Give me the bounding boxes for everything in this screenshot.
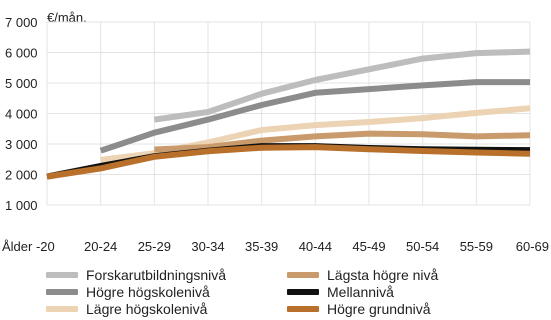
x-tick-label: 30-34 bbox=[191, 239, 224, 254]
y-tick-label: 5 000 bbox=[5, 76, 38, 91]
series-line-4 bbox=[154, 130, 531, 153]
x-tick-label: 55-59 bbox=[460, 239, 493, 254]
legend-swatch bbox=[287, 271, 319, 278]
y-tick-label: 3 000 bbox=[5, 137, 38, 152]
legend-item: Forskarutbildningsnivå bbox=[46, 266, 226, 283]
legend-swatch bbox=[46, 271, 78, 278]
legend-label: Högre grundnivå bbox=[327, 300, 431, 317]
y-tick-label: 2 000 bbox=[5, 168, 38, 183]
series-lines bbox=[46, 48, 531, 180]
legend-label: Forskarutbildningsnivå bbox=[86, 266, 227, 283]
legend-label: Högre högskolenivå bbox=[86, 283, 210, 300]
x-tick-label: Ålder -20 bbox=[2, 239, 55, 254]
legend-item: Mellannivå bbox=[287, 283, 394, 300]
legend-item: Lägre högskolenivå bbox=[46, 300, 207, 317]
series-line-1 bbox=[153, 48, 531, 123]
legend: Forskarutbildningsnivå Högre högskolenivå… bbox=[0, 266, 551, 320]
legend-swatch bbox=[46, 288, 78, 295]
legend-swatch bbox=[46, 305, 78, 312]
chart: €/mån. 1 000 2 000 3 000 4 000 5 000 6 000 7 0… bbox=[2, 10, 549, 254]
legend-item: Lägsta högre nivå bbox=[287, 266, 438, 283]
y-ticks: 1 000 2 000 3 000 4 000 5 000 6 000 7 000 bbox=[5, 15, 38, 213]
series-line-2 bbox=[99, 79, 530, 154]
legend-label: Lägsta högre nivå bbox=[327, 266, 439, 283]
x-tick-label: 45-49 bbox=[352, 239, 385, 254]
y-tick-label: 6 000 bbox=[5, 46, 38, 61]
legend-swatch bbox=[287, 305, 319, 312]
x-tick-label: 50-54 bbox=[406, 239, 439, 254]
legend-label: Mellannivå bbox=[327, 283, 394, 300]
x-ticks: Ålder -20 20-24 25-29 30-34 35-39 40-44 45-49 5… bbox=[2, 239, 549, 254]
x-tick-label: 20-24 bbox=[84, 239, 117, 254]
series-line-6 bbox=[46, 144, 531, 180]
y-tick-label: 1 000 bbox=[5, 198, 38, 213]
legend-label: Lägre högskolenivå bbox=[86, 300, 208, 317]
x-tick-label: 40-44 bbox=[299, 239, 332, 254]
legend-swatch bbox=[287, 288, 319, 295]
x-tick-label: 25-29 bbox=[138, 239, 171, 254]
x-tick-label: 60-69 bbox=[516, 239, 549, 254]
x-tick-label: 35-39 bbox=[245, 239, 278, 254]
legend-item: Högre grundnivå bbox=[287, 300, 431, 317]
legend-item: Högre högskolenivå bbox=[46, 283, 210, 300]
y-unit-label: €/mån. bbox=[47, 10, 87, 25]
y-tick-label: 7 000 bbox=[5, 15, 38, 30]
y-tick-label: 4 000 bbox=[5, 107, 38, 122]
